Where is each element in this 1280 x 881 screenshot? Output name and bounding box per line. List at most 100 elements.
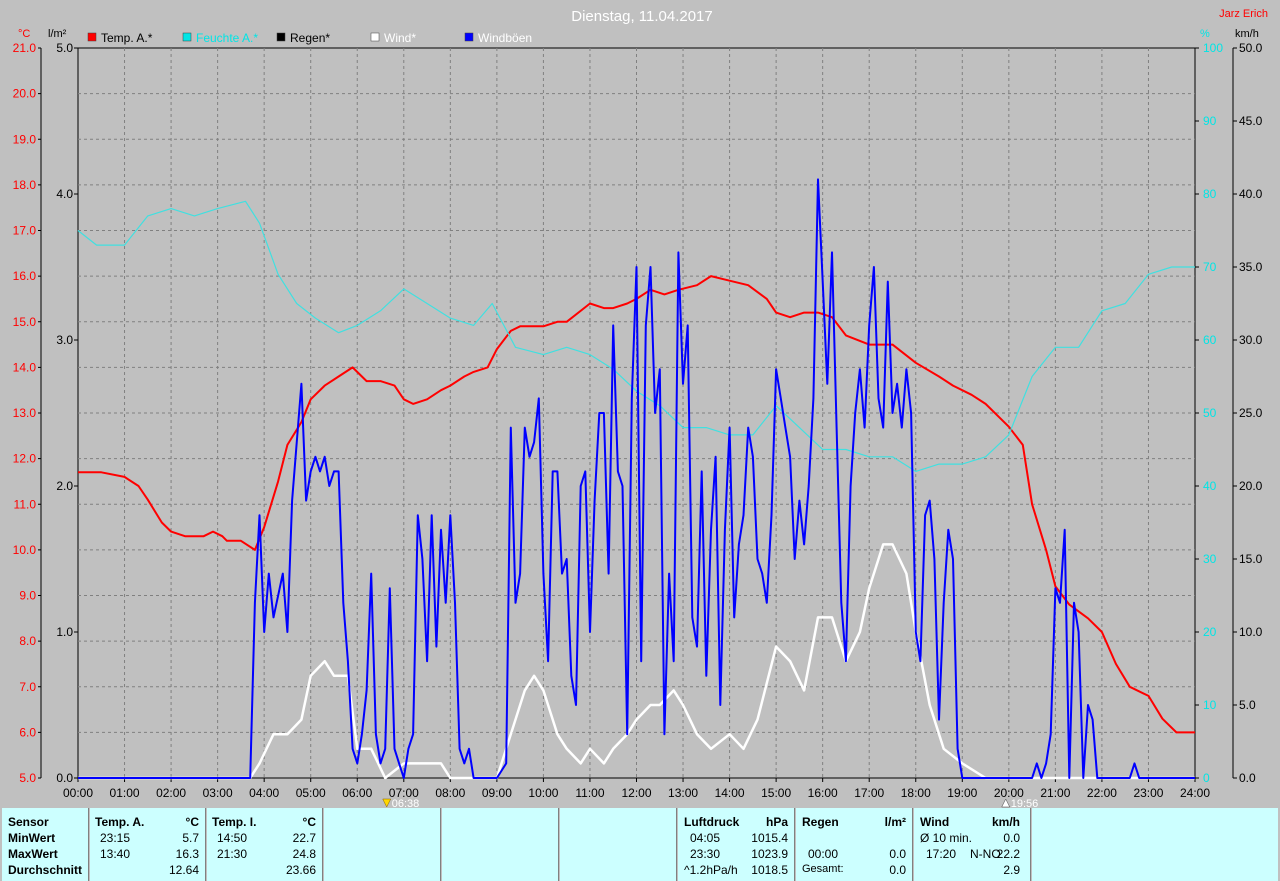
empty-column-1 bbox=[324, 808, 441, 881]
durchschnitt-label: Durchschnitt bbox=[8, 863, 83, 877]
time-tick-label: 06:00 bbox=[342, 786, 372, 800]
rain-tick-label: 3.0 bbox=[56, 333, 73, 347]
maxwert-label: MaxWert bbox=[8, 847, 58, 861]
time-tick-label: 00:00 bbox=[63, 786, 93, 800]
temp-tick-label: 18.0 bbox=[13, 178, 37, 192]
rain-column: Regen l/m² 00:00 0.0 Gesamt: 0.0 bbox=[796, 808, 913, 881]
time-tick-label: 22:00 bbox=[1087, 786, 1117, 800]
wind-max: 22.2 bbox=[996, 847, 1020, 861]
pressure-min-time: 04:05 bbox=[690, 831, 721, 845]
time-tick-label: 21:00 bbox=[1040, 786, 1070, 800]
rain-tick-label: 2.0 bbox=[56, 479, 73, 493]
time-tick-label: 16:00 bbox=[808, 786, 838, 800]
series-line bbox=[78, 275, 1195, 734]
wind-tick-label: 0.0 bbox=[1239, 771, 1256, 785]
humidity-tick-label: 80 bbox=[1203, 187, 1217, 201]
rain-title: Regen bbox=[802, 815, 839, 829]
temp-tick-label: 6.0 bbox=[19, 725, 36, 739]
humidity-tick-label: 40 bbox=[1203, 479, 1217, 493]
rain-total-label: Gesamt: bbox=[802, 863, 844, 875]
rain-tick-label: 0.0 bbox=[56, 771, 73, 785]
temp-i-column: Temp. I. °C 14:50 22.7 21:30 24.8 23.66 bbox=[207, 808, 323, 881]
time-tick-label: 02:00 bbox=[156, 786, 186, 800]
time-tick-label: 12:00 bbox=[621, 786, 651, 800]
humidity-tick-label: 10 bbox=[1203, 698, 1217, 712]
time-tick-label: 19:00 bbox=[947, 786, 977, 800]
temp-i-min-time: 14:50 bbox=[217, 831, 248, 845]
sunset-time: 19:56 bbox=[1011, 798, 1039, 808]
temp-tick-label: 17.0 bbox=[13, 224, 37, 238]
time-tick-label: 07:00 bbox=[389, 786, 419, 800]
sun-markers: 06:38 19:56 bbox=[382, 798, 1039, 808]
wind-column: Wind km/h Ø 10 min. 0.0 17:20 N-NO 22.2 … bbox=[914, 808, 1031, 881]
pressure-trend: ^1.2hPa/h bbox=[684, 863, 738, 877]
time-tick-label: 20:00 bbox=[994, 786, 1024, 800]
temp-tick-label: 7.0 bbox=[19, 680, 36, 694]
legend-label: Feuchte A.* bbox=[196, 31, 258, 45]
temp-tick-label: 19.0 bbox=[13, 132, 37, 146]
wind-avg10-label: Ø 10 min. bbox=[920, 831, 973, 845]
temp-unit-label: °C bbox=[18, 28, 30, 40]
rain-value: 0.0 bbox=[889, 847, 906, 861]
station-name: Jarz Erich bbox=[1219, 8, 1268, 20]
wind-tick-label: 50.0 bbox=[1239, 41, 1263, 55]
pressure-max: 1023.9 bbox=[751, 847, 788, 861]
sunrise-icon bbox=[382, 798, 392, 808]
legend-swatch bbox=[464, 32, 474, 42]
temp-a-title: Temp. A. bbox=[95, 815, 145, 829]
legend: Temp. A.* Feuchte A.* Regen* Wind* Windböen bbox=[87, 31, 532, 45]
temp-tick-label: 9.0 bbox=[19, 589, 36, 603]
rain-time: 00:00 bbox=[808, 847, 839, 861]
wind-tick-label: 45.0 bbox=[1239, 114, 1263, 128]
temp-tick-label: 13.0 bbox=[13, 406, 37, 420]
temp-tick-label: 21.0 bbox=[13, 41, 37, 55]
series-line bbox=[78, 178, 1195, 779]
pressure-title: Luftdruck bbox=[684, 815, 740, 829]
rain-unit-label: l/m² bbox=[48, 28, 67, 40]
minwert-label: MinWert bbox=[8, 831, 56, 845]
time-tick-label: 10:00 bbox=[528, 786, 558, 800]
temp-tick-label: 14.0 bbox=[13, 360, 37, 374]
time-tick-label: 13:00 bbox=[668, 786, 698, 800]
temp-a-max-time: 13:40 bbox=[100, 847, 131, 861]
wind-max-time: 17:20 bbox=[926, 847, 957, 861]
series-layer bbox=[77, 178, 1195, 780]
statistics-panel: Sensor MinWert MaxWert Durchschnitt Temp… bbox=[0, 808, 1280, 881]
wind-tick-label: 35.0 bbox=[1239, 260, 1263, 274]
time-tick-label: 18:00 bbox=[901, 786, 931, 800]
temp-i-max-time: 21:30 bbox=[217, 847, 248, 861]
wind-title: Wind bbox=[920, 815, 950, 829]
pressure-column: Luftdruck hPa 04:05 1015.4 23:30 1023.9 … bbox=[678, 808, 795, 881]
time-tick-label: 15:00 bbox=[761, 786, 791, 800]
wind-unit-label: km/h bbox=[1235, 28, 1259, 40]
time-tick-label: 14:00 bbox=[715, 786, 745, 800]
time-tick-label: 09:00 bbox=[482, 786, 512, 800]
temp-tick-label: 11.0 bbox=[14, 497, 37, 511]
wind-tick-label: 25.0 bbox=[1239, 406, 1263, 420]
legend-swatch bbox=[370, 32, 380, 42]
wind-avg: 2.9 bbox=[1003, 863, 1020, 877]
humidity-unit-label: % bbox=[1200, 28, 1210, 40]
wind-unit: km/h bbox=[991, 815, 1020, 829]
pressure-max-time: 23:30 bbox=[690, 847, 721, 861]
wind-tick-label: 30.0 bbox=[1239, 333, 1263, 347]
legend-label: Temp. A.* bbox=[101, 31, 153, 45]
temp-a-column: Temp. A. °C 23:15 5.7 13:40 16.3 12.64 bbox=[90, 808, 206, 881]
rain-tick-label: 5.0 bbox=[56, 41, 73, 55]
time-tick-label: 03:00 bbox=[203, 786, 233, 800]
humidity-tick-label: 20 bbox=[1203, 625, 1217, 639]
wind-max-direction: N-NO bbox=[970, 847, 1001, 861]
time-tick-label: 04:00 bbox=[249, 786, 279, 800]
empty-column-4 bbox=[1032, 808, 1278, 881]
sensor-title: Sensor bbox=[8, 815, 49, 829]
series-line bbox=[77, 200, 1195, 472]
temp-i-title: Temp. I. bbox=[212, 815, 257, 829]
humidity-tick-label: 30 bbox=[1203, 552, 1217, 566]
axes: 21.0 20.0 19.0 18.0 17.0 16.0 15.0 14.0 13.0 12.0… bbox=[13, 41, 1263, 800]
temp-tick-label: 12.0 bbox=[13, 452, 37, 466]
temp-i-avg: 23.66 bbox=[285, 863, 316, 877]
temp-a-min-time: 23:15 bbox=[100, 831, 131, 845]
humidity-tick-label: 50 bbox=[1203, 406, 1217, 420]
wind-tick-label: 5.0 bbox=[1239, 698, 1256, 712]
humidity-tick-label: 60 bbox=[1203, 333, 1217, 347]
